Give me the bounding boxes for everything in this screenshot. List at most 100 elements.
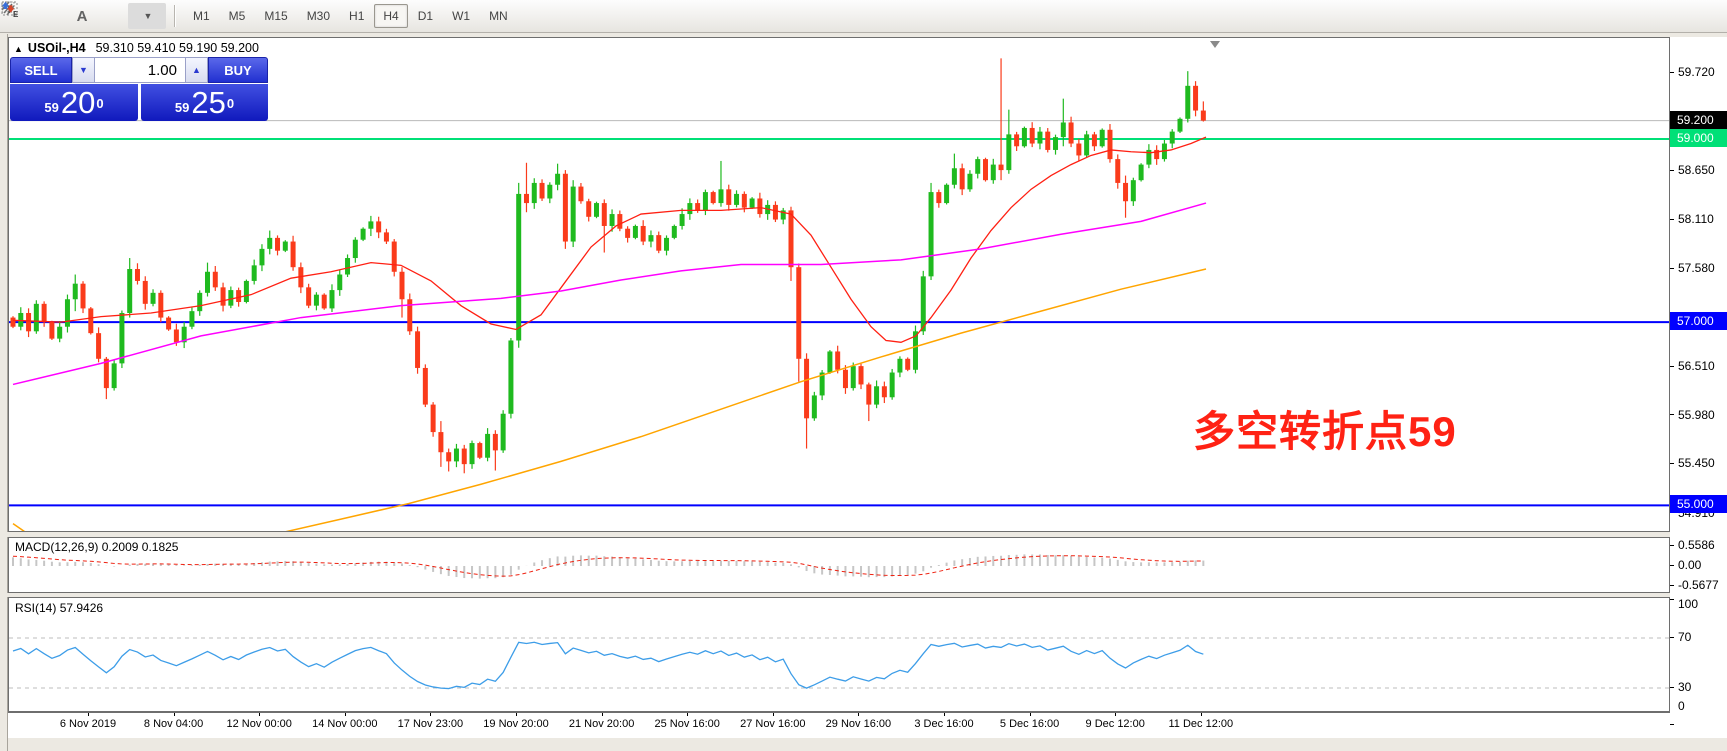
text-label-icon[interactable]: A (76, 7, 88, 25)
candle-body (936, 192, 942, 204)
candle-body (664, 237, 670, 251)
macd-indicator-plot[interactable]: MACD(12,26,9) 0.2009 0.1825 (8, 537, 1670, 593)
timeframe-button-m5[interactable]: M5 (228, 9, 246, 23)
candle-body (819, 372, 825, 396)
price-tick-mark (1670, 462, 1674, 464)
time-axis[interactable]: 6 Nov 2019 8 Nov 04:00 12 Nov 00:00 14 Nov … (8, 712, 1670, 738)
time-label: 9 Dec 12:00 (1085, 718, 1145, 730)
candle-body (461, 448, 467, 465)
candle-body (275, 237, 281, 251)
candle-body (1076, 143, 1082, 156)
candle-body (1060, 122, 1066, 138)
timeframe-button-m15[interactable]: M15 (264, 9, 288, 23)
candle-body (718, 189, 724, 204)
text-box-icon[interactable]: T (1, 1, 126, 29)
timeframe-button-h4[interactable]: H4 (374, 4, 408, 28)
candle-body (687, 203, 693, 215)
price-tick-label: 59.720 (1678, 65, 1715, 79)
timeframe-button-m30[interactable]: M30 (306, 9, 331, 23)
candle-body (1091, 134, 1097, 147)
candle-body (609, 214, 615, 226)
sell-price-pips: 20 (60, 85, 96, 120)
buy-price-tile[interactable]: 59 25 0 (141, 84, 268, 121)
candle-body (990, 164, 996, 181)
candle-body (835, 351, 841, 370)
candle-body (1014, 134, 1020, 147)
candle-body (944, 184, 950, 204)
candle-body (1021, 127, 1027, 147)
timeframe-button-h1[interactable]: H1 (349, 9, 365, 23)
time-label: 29 Nov 16:00 (825, 718, 892, 730)
candle-body (1099, 129, 1105, 147)
candle-body (290, 241, 296, 268)
price-tick-label: 58.110 (1678, 212, 1714, 227)
candle-body (453, 448, 459, 462)
candle-body (1029, 127, 1035, 144)
volume-increase-button[interactable]: ▲ (185, 57, 208, 83)
time-tick-mark (88, 713, 89, 716)
timeframe-group: M1 M5 M15 M30 H1 H4 D1 W1 MN (184, 4, 518, 28)
candle-body (772, 204, 778, 220)
candle-body (282, 241, 288, 251)
candle-body (345, 258, 351, 275)
timeframe-button-w1[interactable]: W1 (452, 9, 471, 23)
price-scale[interactable] (1670, 37, 1727, 738)
candle-body (757, 198, 763, 215)
rsi-indicator-plot[interactable]: RSI(14) 57.9426 (8, 597, 1670, 712)
svg-text:E: E (13, 10, 19, 18)
candle-body (166, 317, 172, 330)
candle-body (26, 312, 32, 332)
candle-body (298, 267, 304, 288)
volume-input[interactable]: 1.00 (95, 57, 185, 83)
candle-body (33, 303, 39, 332)
candle-body (352, 239, 358, 259)
candle-body (142, 280, 148, 304)
time-label: 21 Nov 20:00 (568, 718, 635, 730)
svg-text:F: F (13, 10, 18, 18)
candle-body (874, 386, 880, 405)
candle-body (1006, 134, 1012, 171)
candle-body (212, 271, 218, 288)
main-chart-plot[interactable] (8, 37, 1670, 532)
price-tick-mark (1670, 71, 1674, 73)
candle-body (150, 292, 156, 304)
candle-body (500, 413, 506, 451)
candle-body (625, 228, 631, 238)
candle-body (1130, 180, 1136, 202)
panel-splitter[interactable] (0, 532, 1727, 537)
grid-f-icon[interactable]: F (1, 1, 66, 29)
candle-body (469, 443, 475, 465)
candle-body (741, 193, 747, 208)
candle-body (321, 294, 327, 309)
time-tick-mark (259, 713, 261, 716)
candle-body (415, 331, 421, 368)
rsi-tick-mark (1670, 724, 1674, 725)
toolbar-separator (174, 5, 176, 27)
sell-button[interactable]: SELL (10, 57, 72, 83)
candle-body (570, 186, 576, 242)
time-label: 17 Nov 23:00 (397, 718, 464, 730)
candle-body (485, 433, 491, 458)
sell-price-tile[interactable]: 59 20 0 (10, 84, 138, 121)
candle-body (407, 299, 413, 332)
panel-splitter[interactable] (0, 593, 1727, 597)
candle-body (866, 384, 872, 405)
candle-body (243, 280, 249, 302)
candle-body (383, 232, 389, 242)
time-tick-mark (687, 713, 689, 716)
timeframe-button-m1[interactable]: M1 (193, 9, 210, 23)
one-click-trading-panel: SELL ▼ 1.00 ▲ BUY 59 20 0 59 25 0 (10, 57, 268, 121)
buy-button[interactable]: BUY (208, 57, 268, 83)
arrow-objects-icon[interactable]: ▼ (1, 1, 166, 29)
timeframe-button-d1[interactable]: D1 (417, 9, 434, 23)
candle-body (796, 267, 802, 359)
volume-decrease-button[interactable]: ▼ (72, 57, 95, 83)
candle-body (376, 221, 382, 233)
time-tick-mark (1115, 713, 1117, 716)
collapse-arrow-icon[interactable]: ▲ (14, 44, 23, 54)
candle-body (928, 192, 934, 277)
candle-body (1193, 85, 1199, 111)
candle-body (10, 317, 16, 327)
timeframe-button-mn[interactable]: MN (489, 9, 508, 23)
time-tick-mark (1029, 713, 1031, 716)
